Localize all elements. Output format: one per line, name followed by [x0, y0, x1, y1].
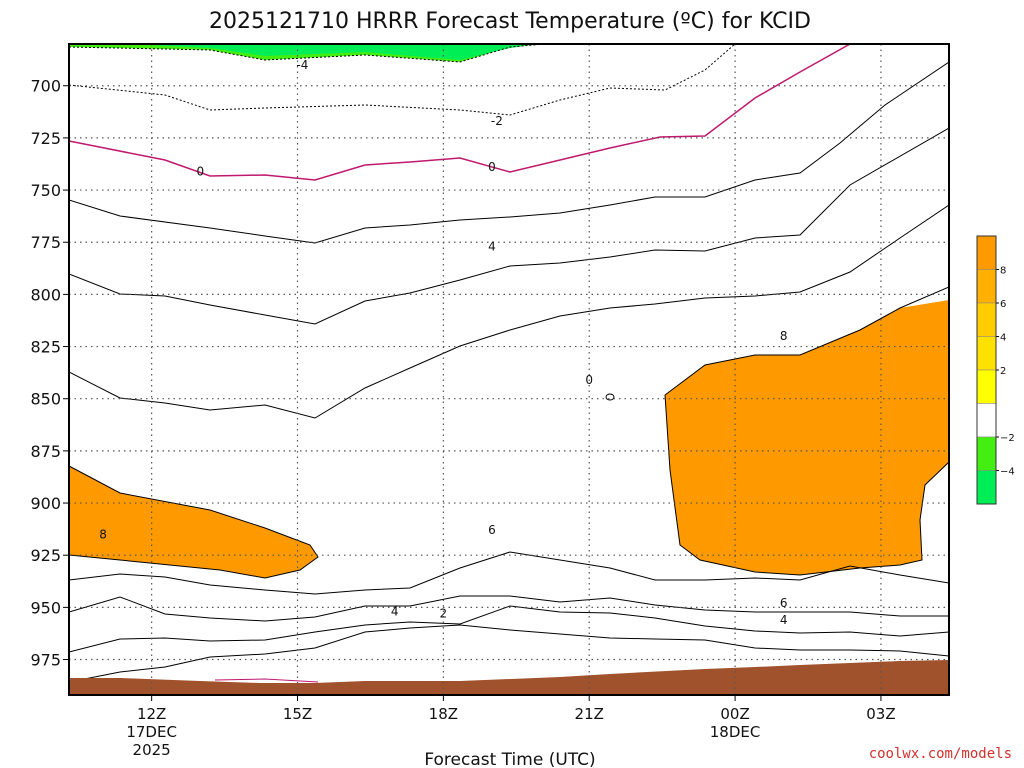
y-tick-label: 925 — [30, 546, 61, 565]
contour-label: -4 — [296, 58, 308, 72]
y-tick-label: 750 — [30, 181, 61, 200]
contour-label: 4 — [488, 239, 496, 253]
band-minus2-0 — [69, 44, 949, 115]
colorbar-frame — [976, 235, 997, 505]
source-watermark: coolwx.com/models — [869, 746, 1012, 762]
x-tick-date-label: 17DEC — [126, 723, 177, 741]
y-tick-label: 775 — [30, 233, 61, 252]
contour-label: 2 — [440, 607, 448, 621]
plot-area — [69, 44, 949, 695]
contour-line — [69, 127, 949, 325]
contour-label: -2 — [491, 114, 503, 128]
contour-label: 6 — [488, 523, 496, 537]
x-tick-date-label: 2025 — [133, 741, 171, 759]
contour-line — [69, 61, 949, 244]
y-tick-label: 975 — [30, 651, 61, 670]
y-tick-label: 700 — [30, 77, 61, 96]
x-tick-label: 21Z — [575, 705, 604, 723]
contour-label: 4 — [780, 613, 788, 627]
contour-label: 8 — [780, 329, 788, 343]
x-tick-label: 03Z — [866, 705, 895, 723]
contour-label: 0 — [585, 373, 593, 387]
contour-line — [69, 44, 736, 116]
colorbar-swatch — [976, 336, 997, 371]
colorbar-label: 8 — [1000, 266, 1006, 277]
contour-line — [69, 624, 949, 683]
grid — [69, 44, 949, 695]
chart-title: 2025121710 HRRR Forecast Temperature (ºC… — [209, 9, 811, 34]
contour-line — [69, 605, 949, 653]
colorbar-label: 6 — [1000, 299, 1006, 310]
y-tick-label: 875 — [30, 442, 61, 461]
x-tick-label: 00Z — [720, 705, 749, 723]
colorbar-swatch — [976, 403, 997, 438]
x-tick-label: 15Z — [283, 705, 312, 723]
colorbar-swatch — [976, 269, 997, 304]
x-tick-label: 12Z — [137, 705, 166, 723]
contour-line — [69, 595, 949, 622]
colorbar-label: −2 — [1000, 433, 1015, 444]
band-above-8 — [665, 300, 949, 575]
temperature-bands — [69, 44, 949, 578]
y-tick-label: 825 — [30, 338, 61, 357]
colorbar-label: −4 — [1000, 467, 1015, 478]
y-tick-label: 950 — [30, 598, 61, 617]
contour-labels: -4 -2 0 0 4 8 0 8 6 4 2 6 4 — [99, 58, 788, 627]
contour-line — [214, 678, 319, 683]
colorbar-swatch — [976, 369, 997, 404]
y-tick-label: 850 — [30, 390, 61, 409]
colorbar-swatch — [976, 436, 997, 471]
y-axis: 700 725 750 775 800 825 850 875 900 925 950 975 — [30, 77, 69, 670]
colorbar: 8 6 4 2 −2 −4 — [976, 235, 1015, 505]
contour-label: 0 — [196, 164, 204, 178]
terrain-ground — [69, 660, 949, 695]
contour-line — [69, 551, 949, 595]
contour-line — [69, 465, 319, 579]
contour-lines — [69, 44, 949, 683]
colorbar-swatch — [976, 302, 997, 337]
contour-line — [664, 286, 949, 396]
y-tick-label: 900 — [30, 494, 61, 513]
contour-line — [69, 44, 851, 181]
colorbar-swatch — [976, 235, 997, 270]
x-axis-label: Forecast Time (UTC) — [424, 750, 595, 768]
contour-label: 8 — [99, 527, 107, 541]
colorbar-label: 4 — [1000, 333, 1006, 344]
plot-frame — [68, 43, 950, 696]
contour-label: 6 — [780, 596, 788, 610]
y-tick-label: 800 — [30, 285, 61, 304]
contour-label: 4 — [391, 605, 399, 619]
colorbar-label: 2 — [1000, 366, 1006, 377]
y-tick-label: 725 — [30, 129, 61, 148]
contour-line — [605, 393, 615, 401]
contour-line — [69, 204, 949, 419]
band-above-8 — [69, 466, 318, 578]
contour-label: 0 — [488, 160, 496, 174]
x-tick-date-label: 18DEC — [710, 723, 761, 741]
x-tick-label: 18Z — [429, 705, 458, 723]
band-below-minus4 — [130, 44, 540, 60]
colorbar-swatch — [976, 470, 997, 505]
